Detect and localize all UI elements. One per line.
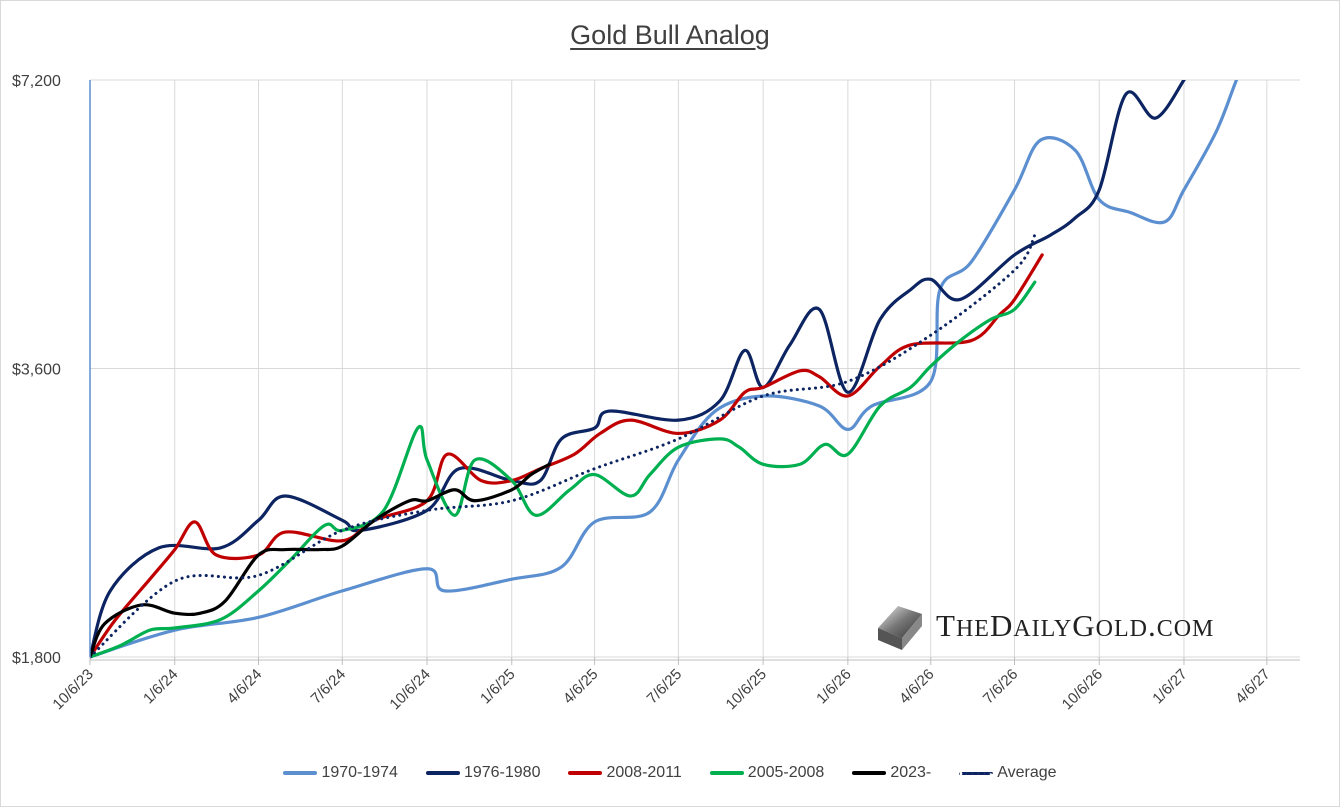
x-tick-label: 7/6/25 — [644, 666, 686, 708]
y-tick-label: $7,200 — [12, 73, 61, 90]
thedailygold-logo: THEDAILYGOLD.COM — [872, 598, 1214, 654]
legend-item: 2023- — [852, 764, 931, 782]
series-line-2005-2008 — [90, 280, 1037, 659]
legend-swatch — [959, 771, 994, 775]
x-tick-label: 7/6/24 — [308, 666, 350, 708]
series-line-2008-2011 — [90, 253, 1044, 659]
legend-item: Average — [959, 764, 1057, 782]
legend-label: 2005-2008 — [747, 764, 825, 781]
series-line-1976-1980 — [90, 80, 1186, 659]
legend-item: 1976-1980 — [425, 764, 541, 782]
legend-swatch — [425, 771, 460, 775]
series-line-1970-1974 — [90, 80, 1239, 659]
x-tick-label: 10/6/23 — [49, 666, 96, 713]
legend-swatch — [709, 771, 744, 775]
x-tick-label: 1/6/25 — [477, 666, 519, 708]
legend-label: 2008-2011 — [606, 764, 682, 781]
legend-swatch — [283, 771, 318, 775]
legend: 1970-1974 1976-1980 2008-2011 2005-2008 2023… — [0, 764, 1340, 782]
series-line-2023 — [90, 462, 552, 659]
legend-item: 2005-2008 — [709, 764, 825, 782]
x-tick-label: 10/6/25 — [723, 666, 770, 713]
chart-title: Gold Bull Analog — [570, 20, 770, 50]
x-tick-label: 7/6/26 — [980, 666, 1022, 708]
x-tick-label: 10/6/24 — [386, 666, 433, 713]
watermark-text: THEDAILYGOLD.COM — [936, 608, 1215, 643]
x-tick-label: 1/6/27 — [1149, 666, 1191, 708]
gold-bar-icon — [878, 606, 922, 650]
y-tick-label: $1,800 — [12, 650, 61, 667]
series-line-average — [90, 233, 1037, 659]
legend-label: 1970-1974 — [321, 764, 398, 781]
legend-swatch — [568, 771, 603, 775]
x-tick-label: 4/6/25 — [560, 666, 602, 708]
x-tick-label: 10/6/26 — [1059, 666, 1106, 713]
legend-item: 1970-1974 — [283, 764, 398, 782]
x-tick-label: 1/6/24 — [140, 666, 182, 708]
x-tick-label: 4/6/24 — [224, 666, 266, 708]
x-tick-label: 1/6/26 — [813, 666, 855, 708]
legend-label: 1976-1980 — [463, 764, 541, 781]
x-tick-label: 4/6/27 — [1232, 666, 1274, 708]
legend-label: 2023- — [890, 764, 932, 781]
legend-swatch — [852, 771, 887, 775]
legend-label: Average — [997, 764, 1057, 781]
legend-item: 2008-2011 — [568, 764, 682, 782]
y-tick-label: $3,600 — [12, 362, 61, 379]
x-tick-label: 4/6/26 — [896, 666, 938, 708]
